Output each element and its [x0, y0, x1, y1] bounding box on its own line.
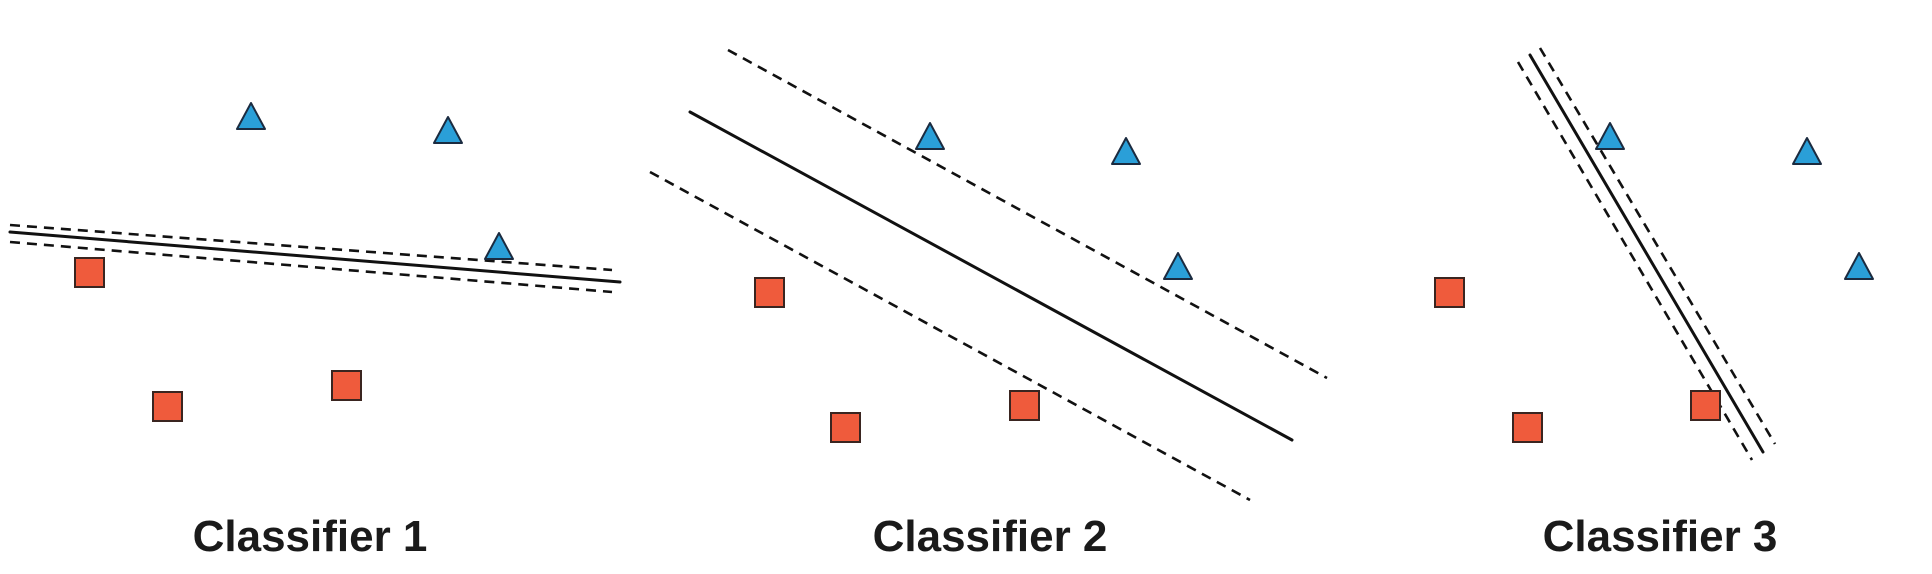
triangle-point — [484, 232, 514, 260]
triangle-point — [1792, 137, 1822, 165]
square-point — [830, 412, 861, 443]
square-point — [152, 391, 183, 422]
panel-title: Classifier 3 — [1543, 512, 1778, 561]
triangle-point — [1844, 252, 1874, 280]
square-point — [1434, 277, 1465, 308]
margin-line-lower — [1516, 61, 1754, 461]
square-point — [331, 370, 362, 401]
square-point — [1512, 412, 1543, 443]
panel-classifier-3: Classifier 3 — [1434, 47, 1874, 561]
separating-line — [688, 110, 1294, 442]
panel-title: Classifier 2 — [873, 512, 1108, 561]
panel-classifier-1: Classifier 1 — [8, 102, 622, 561]
separating-line — [8, 230, 622, 284]
square-point — [1009, 390, 1040, 421]
panel-title: Classifier 1 — [193, 512, 428, 561]
margin-line-upper — [1538, 47, 1777, 445]
triangle-point — [915, 122, 945, 150]
triangle-point — [1163, 252, 1193, 280]
margin-line-upper — [727, 48, 1328, 380]
triangle-point — [1111, 137, 1141, 165]
square-point — [1690, 390, 1721, 421]
triangle-point — [433, 116, 463, 144]
square-point — [754, 277, 785, 308]
panel-classifier-2: Classifier 2 — [649, 48, 1328, 561]
margin-line-lower — [649, 170, 1251, 502]
triangle-point — [1595, 122, 1625, 150]
square-point — [74, 257, 105, 288]
separating-line — [1528, 53, 1765, 454]
triangle-point — [236, 102, 266, 130]
